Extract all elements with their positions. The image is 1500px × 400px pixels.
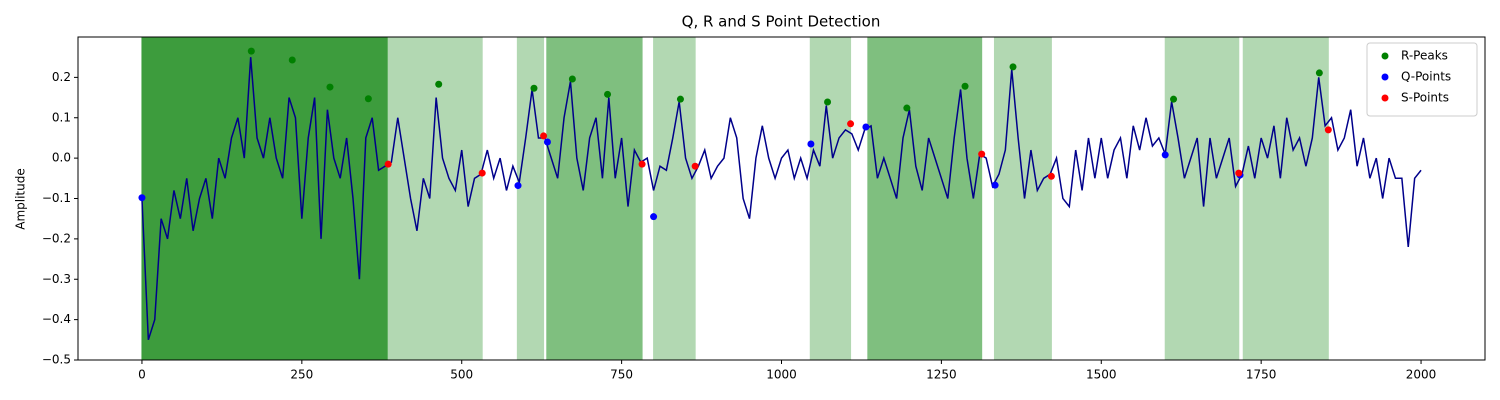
y-tick-label: 0.2 <box>52 70 71 84</box>
point <box>530 84 538 92</box>
point <box>478 169 486 177</box>
y-tick-label: −0.5 <box>42 353 71 367</box>
point <box>604 90 612 98</box>
point <box>978 150 986 158</box>
point <box>1161 151 1169 159</box>
legend-marker <box>1381 73 1389 81</box>
legend-box <box>1366 42 1478 117</box>
point <box>540 132 548 140</box>
y-axis-label: Amplitude <box>14 168 28 230</box>
x-tick-label: 750 <box>610 368 633 382</box>
x-tick-label: 1500 <box>1086 368 1117 382</box>
x-tick-label: 0 <box>138 368 146 382</box>
point <box>691 162 699 170</box>
chart-title: Q, R and S Point Detection <box>682 13 881 31</box>
y-tick-label: −0.3 <box>42 272 71 286</box>
x-tick-label: 2000 <box>1406 368 1437 382</box>
plot-area <box>138 37 1422 360</box>
x-tick-label: 1750 <box>1246 368 1277 382</box>
shaded-span <box>1242 37 1329 360</box>
legend-label: S-Points <box>1401 91 1449 105</box>
point <box>1170 95 1178 103</box>
point <box>1315 69 1323 77</box>
point <box>903 104 911 112</box>
point <box>288 56 296 64</box>
point <box>1047 172 1055 180</box>
point <box>384 160 392 168</box>
point <box>807 140 815 148</box>
x-tick-label: 1250 <box>926 368 957 382</box>
point <box>247 47 255 55</box>
point <box>514 182 522 190</box>
shaded-span <box>867 37 983 360</box>
shaded-span <box>141 37 389 360</box>
point <box>138 194 146 202</box>
shaded-span <box>387 37 483 360</box>
shaded-span <box>809 37 852 360</box>
legend: R-Peaks Q-Points S-Points <box>1366 42 1478 117</box>
y-tick-label: −0.4 <box>42 312 71 326</box>
point <box>862 123 870 131</box>
signal-line <box>141 57 1422 341</box>
x-tick-label: 1000 <box>766 368 797 382</box>
point <box>961 82 969 90</box>
point <box>568 75 576 83</box>
legend-marker <box>1381 94 1389 102</box>
point <box>638 160 646 168</box>
legend-marker <box>1381 52 1389 60</box>
legend-label: R-Peaks <box>1401 49 1448 63</box>
shaded-span <box>993 37 1052 360</box>
point <box>676 95 684 103</box>
shaded-span <box>546 37 643 360</box>
point <box>543 138 551 146</box>
point <box>847 120 855 128</box>
x-tick-label: 500 <box>450 368 473 382</box>
x-tick-label: 250 <box>290 368 313 382</box>
y-tick-label: 0.1 <box>52 110 71 124</box>
point <box>1009 63 1017 71</box>
point <box>326 83 334 91</box>
point <box>1235 169 1243 177</box>
shaded-span <box>516 37 545 360</box>
point <box>650 213 658 221</box>
y-tick-label: −0.1 <box>42 191 71 205</box>
point <box>435 80 443 88</box>
point <box>364 95 372 103</box>
point <box>824 98 832 106</box>
legend-label: Q-Points <box>1401 70 1451 84</box>
y-tick-label: −0.2 <box>42 231 71 245</box>
y-tick-label: 0.0 <box>52 151 71 165</box>
shaded-span <box>653 37 696 360</box>
point <box>991 181 999 189</box>
point <box>1324 126 1332 134</box>
shaded-span <box>1164 37 1240 360</box>
